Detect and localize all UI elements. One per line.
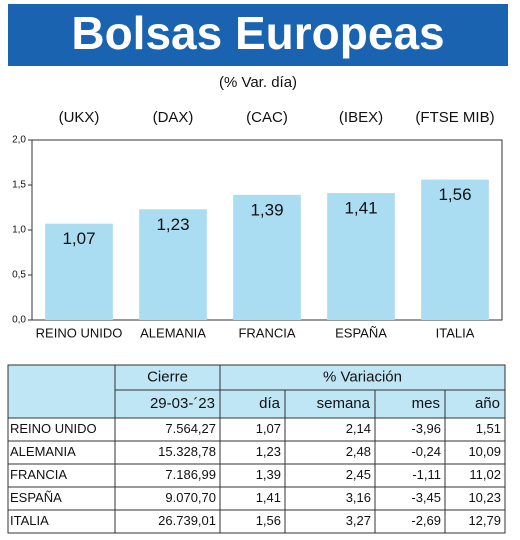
x-tick-label: FRANCIA [238, 325, 295, 340]
table-cell: 7.564,27 [165, 421, 216, 436]
table-cell: 15.328,78 [158, 444, 216, 459]
x-tick-label: ITALIA [436, 325, 475, 340]
value-label: 1,56 [438, 185, 471, 204]
index-label: (UKX) [59, 109, 100, 126]
bar [421, 179, 489, 320]
table-cell: 1,51 [476, 421, 501, 436]
index-label: (DAX) [153, 109, 194, 126]
table-cell: 1,07 [256, 421, 281, 436]
row-label: FRANCIA [10, 467, 67, 482]
value-label: 1,07 [62, 229, 95, 248]
x-tick-label: REINO UNIDO [36, 325, 123, 340]
row-label: ITALIA [10, 513, 49, 528]
table-header-bg [8, 365, 505, 418]
y-tick-label: 1,0 [12, 225, 26, 236]
table-cell: -3,96 [411, 421, 441, 436]
y-tick-label: 0,5 [12, 270, 26, 281]
index-label: (CAC) [246, 109, 288, 126]
table-cell: 9.070,70 [165, 490, 216, 505]
table-cell: 7.186,99 [165, 467, 216, 482]
table-cell: -2,69 [411, 513, 441, 528]
index-label: (IBEX) [339, 109, 383, 126]
table-cell: 11,02 [469, 467, 501, 482]
chart-subtitle: (% Var. día) [219, 74, 297, 91]
table-subheader: 29-03-´23 [150, 395, 215, 412]
table-subheader: semana [317, 395, 371, 412]
y-tick-label: 2,0 [12, 135, 26, 146]
x-tick-label: ESPAÑA [335, 325, 387, 340]
y-tick-label: 0,0 [12, 315, 26, 326]
bar [327, 193, 395, 320]
bar [45, 223, 113, 320]
table-cell: 2,48 [346, 444, 371, 459]
table-subheader: mes [412, 395, 440, 412]
row-label: REINO UNIDO [10, 421, 97, 436]
table-subheader: año [475, 395, 500, 412]
value-label: 1,39 [250, 200, 283, 219]
table-header: Cierre [147, 368, 188, 385]
title-bar [8, 4, 508, 66]
table-cell: 1,41 [256, 490, 281, 505]
table-cell: -1,11 [412, 467, 441, 482]
table-cell: 1,39 [256, 467, 281, 482]
table-cell: 26.739,01 [158, 513, 216, 528]
table-subheader: día [259, 395, 281, 412]
table-cell: 12,79 [468, 513, 501, 528]
table-cell: 10,23 [468, 490, 501, 505]
bar [233, 194, 301, 320]
table-cell: 2,45 [346, 467, 371, 482]
y-tick-label: 1,5 [12, 180, 26, 191]
row-label: ESPAÑA [10, 490, 62, 505]
table-cell: -0,24 [411, 444, 441, 459]
table-cell: 3,27 [346, 513, 371, 528]
table-frame [7, 364, 506, 534]
table-cell: 2,14 [346, 421, 371, 436]
index-label: (FTSE MIB) [415, 109, 494, 126]
table-header: % Variación [323, 368, 402, 385]
chart-title: Bolsas Europeas [71, 7, 444, 59]
table-cell: 1,23 [256, 444, 281, 459]
table-cell: 1,56 [256, 513, 281, 528]
bar [139, 209, 207, 320]
row-label: ALEMANIA [10, 444, 76, 459]
value-label: 1,41 [344, 199, 377, 218]
value-label: 1,23 [156, 215, 189, 234]
x-tick-label: ALEMANIA [140, 325, 206, 340]
table-cell: -3,45 [411, 490, 441, 505]
table-cell: 3,16 [346, 490, 371, 505]
table-cell: 10,09 [468, 444, 501, 459]
